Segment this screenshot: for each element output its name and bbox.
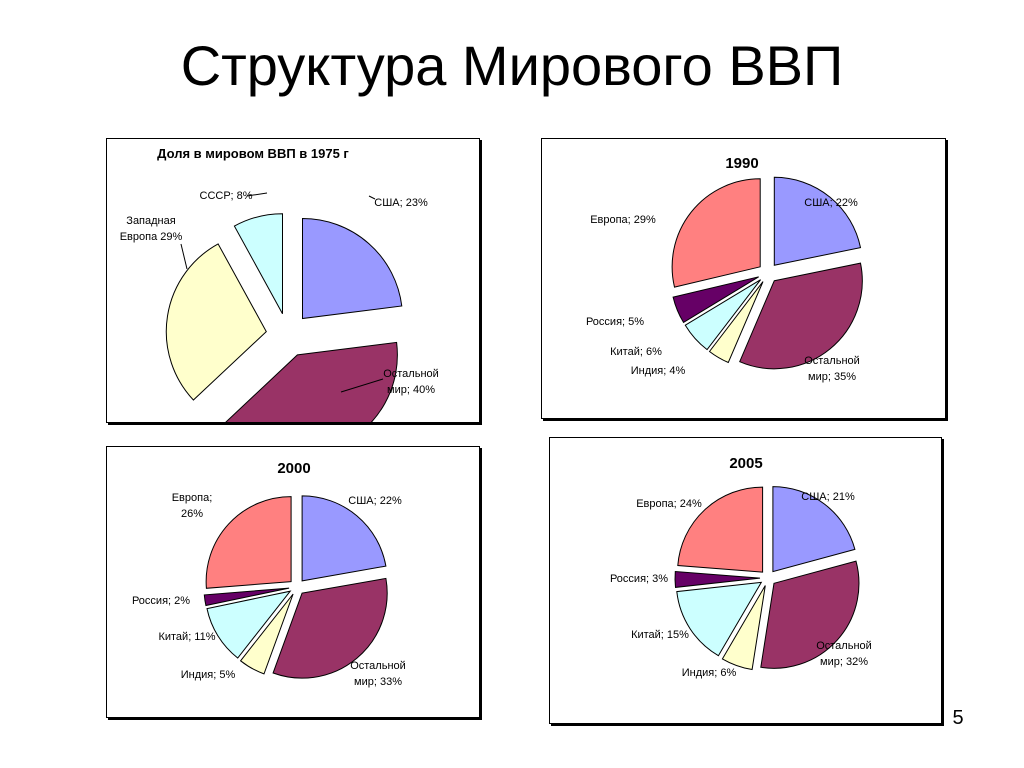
slice-label-остальной-мир: Остальной мир; 35% [804, 355, 860, 383]
pie-slice-россия [672, 276, 759, 324]
pie-chart-1975: Доля в мировом ВВП в 1975 г США; 23% Остал… [106, 138, 480, 423]
pie-slice-остальной-мир [760, 560, 860, 669]
slice-label-европа: Европа; 29% [590, 214, 656, 226]
slice-label-индия: Индия; 6% [682, 667, 737, 679]
chart-title: 2005 [729, 455, 762, 472]
slice-label-европа: Европа; 24% [636, 498, 702, 510]
slice-label-остальной-мир: Остальной мир; 32% [816, 640, 872, 668]
pie-slice-китай [676, 581, 763, 657]
slice-label-сша: США; 22% [804, 197, 858, 209]
pie-slice-остальной-мир [225, 341, 398, 422]
slice-label-россия: Россия; 3% [610, 573, 668, 585]
slice-label-китай: Китай; 11% [158, 631, 215, 643]
slice-label-сша: США; 22% [348, 495, 402, 507]
chart-title: 1990 [725, 155, 758, 172]
chart-title: Доля в мировом ВВП в 1975 г [157, 146, 349, 161]
pie-slice-остальной-мир [272, 577, 388, 679]
slice-label-китай: Китай; 6% [610, 346, 662, 358]
pie-slice-индия [708, 281, 764, 364]
slice-label-остальной-мир: Остальной мир; 33% [350, 660, 406, 688]
pie-chart-1990: 1990 США; 22% Остальной мир; 35% Индия; 4% Ки… [541, 138, 946, 419]
pie-slice-россия [674, 570, 761, 588]
slice-label-индия: Индия; 4% [631, 365, 686, 377]
pie-slice-китай [684, 279, 761, 351]
slice-label-индия: Индия; 5% [181, 669, 236, 681]
slice-label-сша: США; 23% [374, 197, 428, 209]
leader-line [340, 378, 384, 393]
pie-chart-1975-svg: Доля в мировом ВВП в 1975 г США; 23% Остал… [120, 146, 439, 422]
slice-label-остальной-мир: Остальной мир; 40% [383, 368, 439, 396]
pie-slice-европа [671, 178, 761, 288]
pie-slice-ссср [233, 213, 283, 314]
pie-chart-2005: 2005 США; 21% Остальной мир; 32% Индия; 6% Ки… [549, 437, 942, 724]
leader-line [246, 192, 268, 197]
slice-label-сша: США; 21% [801, 491, 855, 503]
slice-label-ссср: СССР; 8% [200, 190, 253, 202]
pie-slice-китай [206, 590, 292, 659]
pie-chart-2000-svg: 2000 США; 22% Остальной мир; 33% Индия; 5% Ки… [132, 460, 406, 688]
pie-slice-сша [301, 495, 387, 582]
slice-label-китай: Китай; 15% [631, 629, 689, 641]
slide-title: Структура Мирового ВВП [180, 34, 844, 97]
pie-chart-1990-svg: 1990 США; 22% Остальной мир; 35% Индия; 4% Ки… [586, 155, 863, 383]
pie-slice-индия [721, 585, 766, 671]
slice-label-россия: Россия; 2% [132, 595, 190, 607]
pie-slice-остальной-мир [739, 262, 863, 370]
slice-label-западная-европа: Западная Европа 29% [120, 215, 183, 243]
page-number: 5 [952, 707, 964, 729]
pie-slice-россия [203, 587, 290, 607]
pie-slice-европа [205, 496, 292, 589]
leader-line [368, 195, 376, 200]
leader-line [180, 243, 188, 270]
pie-chart-2000: 2000 США; 22% Остальной мир; 33% Индия; 5% Ки… [106, 446, 480, 718]
pie-chart-2005-svg: 2005 США; 21% Остальной мир; 32% Индия; 6% Ки… [610, 455, 872, 679]
pie-slice-европа [677, 486, 764, 573]
slice-label-россия: Россия; 5% [586, 316, 644, 328]
pie-slice-сша [772, 486, 856, 573]
slice-label-европа: Европа; 26% [172, 492, 213, 520]
pie-slice-индия [239, 593, 294, 675]
pie-slice-сша [773, 176, 862, 266]
chart-title: 2000 [277, 460, 310, 477]
pie-slice-западная-европа [165, 243, 267, 401]
pie-slice-сша [302, 217, 403, 320]
